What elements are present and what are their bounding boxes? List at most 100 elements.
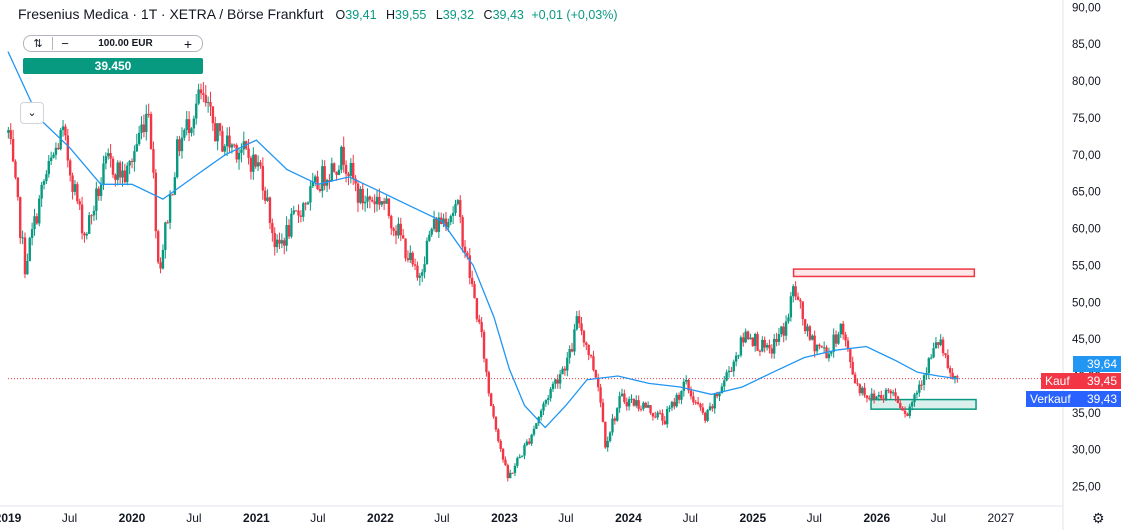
y-tick-label: 65,00	[1072, 187, 1101, 199]
candle-body	[461, 217, 464, 247]
candle-body	[808, 326, 812, 340]
settings-gear-icon[interactable]: ⚙	[1092, 510, 1105, 526]
candle-body	[551, 383, 555, 390]
candle-body	[430, 228, 433, 235]
candle-body	[763, 339, 766, 348]
candle-body	[190, 128, 193, 133]
candle-body	[247, 148, 250, 158]
candle-body	[463, 246, 467, 253]
candle-body	[846, 340, 850, 350]
candle-body	[532, 428, 536, 435]
candle-body	[554, 379, 557, 384]
candle-body	[297, 210, 300, 216]
candle-body	[204, 95, 207, 103]
x-tick-label: 2020	[119, 511, 146, 525]
decrease-quantity-button[interactable]: −	[61, 36, 69, 51]
candle-body	[121, 170, 124, 178]
chevron-down-icon[interactable]: ⌄	[20, 102, 44, 124]
candle-body	[33, 216, 36, 230]
candle-body	[444, 218, 448, 228]
candle-body	[770, 348, 774, 354]
candle-body	[178, 139, 181, 152]
candle-body	[9, 130, 12, 140]
buy-price-button[interactable]: 39.450	[23, 58, 203, 74]
candle-body	[616, 408, 619, 421]
candle-body	[252, 154, 255, 172]
candle-body	[185, 119, 188, 130]
candle-body	[52, 154, 55, 158]
candle-body	[35, 216, 39, 224]
candle-body	[677, 394, 681, 400]
candle-body	[352, 162, 355, 179]
candle-body	[259, 162, 262, 166]
candle-body	[523, 445, 526, 456]
swap-icon[interactable]: ⇅	[24, 37, 53, 50]
candle-body	[423, 264, 426, 273]
candle-body	[865, 395, 869, 399]
candle-body	[618, 396, 621, 409]
order-quantity-widget: ⇅ − 100.00 EUR +	[23, 35, 203, 52]
last-price-label: 39,64	[1073, 356, 1121, 372]
candle-body	[872, 393, 876, 400]
x-tick-label: 2027	[987, 511, 1014, 525]
candle-body	[397, 223, 400, 236]
candle-body	[889, 390, 892, 394]
candle-body	[254, 154, 257, 167]
candle-body	[425, 240, 429, 265]
candle-body	[456, 200, 460, 205]
candle-body	[292, 210, 295, 214]
candle-body	[195, 103, 198, 119]
change-value: +0,01 (+0,03%)	[531, 8, 618, 22]
candle-body	[613, 418, 617, 421]
increase-quantity-button[interactable]: +	[183, 35, 193, 52]
candle-body	[306, 202, 310, 205]
candle-body	[302, 203, 305, 217]
candle-body	[877, 395, 881, 397]
candle-body	[901, 407, 904, 411]
candle-body	[606, 440, 609, 448]
candle-body	[80, 204, 84, 234]
candle-body	[789, 296, 793, 318]
candle-body	[839, 323, 843, 335]
quantity-value[interactable]: 100.00 EUR	[98, 38, 153, 49]
candle-body	[608, 432, 612, 441]
y-tick-label: 60,00	[1072, 224, 1101, 236]
candle-body	[596, 377, 600, 388]
candle-body	[803, 319, 807, 332]
candle-body	[478, 319, 481, 323]
candle-body	[418, 275, 422, 278]
candle-body	[454, 204, 457, 213]
y-tick-label: 50,00	[1072, 297, 1101, 309]
candle-body	[601, 402, 605, 422]
candle-body	[268, 197, 272, 224]
candle-body	[404, 238, 407, 259]
candle-body	[680, 390, 683, 400]
candle-body	[651, 412, 655, 417]
candle-body	[183, 129, 186, 138]
candle-body	[221, 131, 224, 152]
candle-body	[544, 400, 548, 404]
candle-body	[932, 348, 935, 358]
candle-body	[328, 179, 331, 181]
candle-body	[142, 124, 146, 133]
candle-body	[673, 401, 676, 407]
candle-body	[40, 184, 43, 199]
candle-body	[737, 355, 740, 357]
candle-body	[520, 455, 524, 457]
candle-body	[61, 126, 65, 131]
x-tick-label: Jul	[186, 511, 201, 525]
candle-body	[385, 198, 388, 204]
candle-body	[827, 353, 831, 359]
candle-body	[42, 181, 46, 185]
candle-body	[556, 379, 559, 384]
candle-body	[107, 153, 110, 157]
candle-body	[390, 215, 393, 229]
candle-body	[635, 400, 638, 406]
candle-body	[704, 412, 707, 421]
candle-body	[730, 370, 733, 372]
candle-body	[140, 124, 143, 133]
candle-body	[225, 135, 229, 147]
candle-body	[102, 163, 105, 185]
candle-body	[278, 239, 281, 244]
